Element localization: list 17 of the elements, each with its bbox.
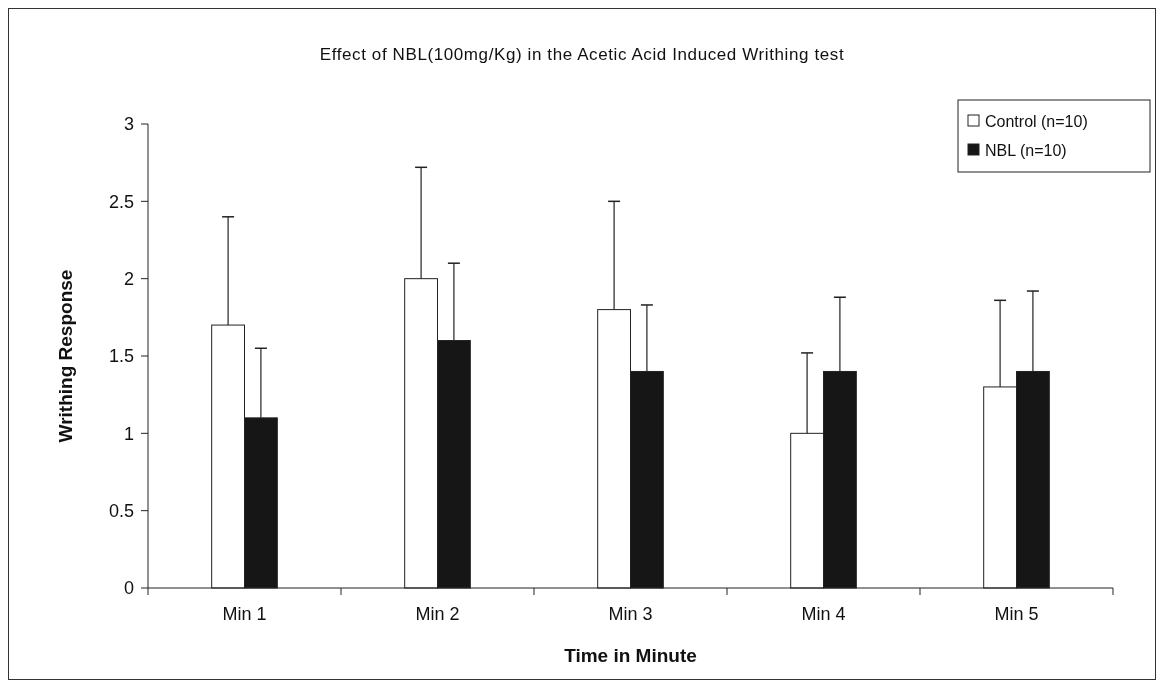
legend-label: Control (n=10)	[985, 112, 1088, 130]
legend-label: NBL (n=10)	[985, 141, 1067, 159]
x-tick-label: Min 2	[415, 604, 460, 624]
chart-title: Effect of NBL(100mg/Kg) in the Acetic Acid Induced Writhing test	[319, 45, 845, 64]
y-tick-label: 2.5	[108, 191, 134, 212]
y-tick-label: 0.5	[108, 500, 134, 521]
x-axis-title: Time in Minute	[564, 645, 697, 666]
x-tick-label: Min 1	[222, 604, 267, 624]
y-tick-label: 2	[123, 268, 134, 289]
x-tick-label: Min 4	[801, 604, 846, 624]
y-axis-title: Writhing Response	[55, 269, 76, 443]
y-tick-label: 3	[123, 114, 134, 135]
x-tick-label: Min 3	[608, 604, 653, 624]
y-tick-label: 1	[123, 423, 134, 444]
y-tick-label: 1.5	[108, 346, 134, 367]
x-tick-label: Min 5	[994, 604, 1039, 624]
y-tick-label: 0	[123, 578, 134, 599]
